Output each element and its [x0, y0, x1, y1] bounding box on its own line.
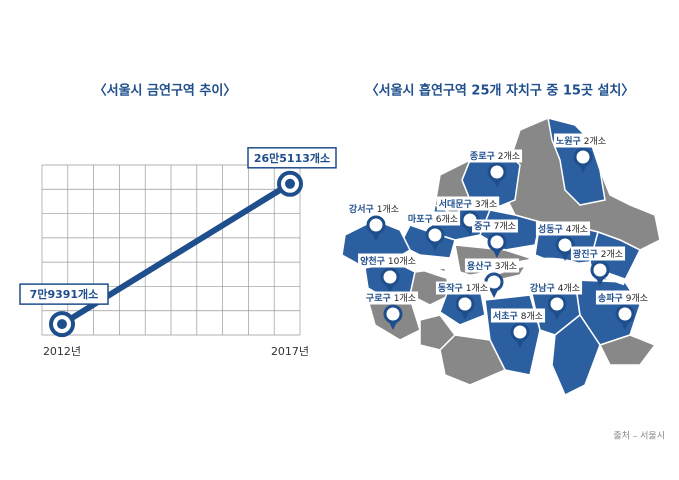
- district-label-bg: [570, 246, 626, 261]
- district-name: 송파구: [598, 292, 623, 304]
- pin-head: [380, 267, 400, 287]
- district-label-bg: [436, 196, 500, 211]
- district-count: 3개소: [495, 261, 517, 272]
- district-label-bg: [435, 281, 491, 295]
- chart-title: 〈서울시 금연구역 추이〉: [94, 83, 237, 99]
- district-label-bg: [346, 201, 402, 216]
- pin-head: [590, 260, 610, 280]
- district-name: 강남구: [530, 282, 555, 294]
- pin-head: [455, 294, 475, 314]
- district-count: 2개소: [498, 151, 520, 162]
- district-label-bg: [464, 258, 520, 273]
- district-label: 중구 7개소: [474, 221, 516, 232]
- pin-head: [487, 162, 507, 182]
- point-core: [57, 319, 67, 330]
- district-label-bg: [405, 211, 461, 226]
- pin-head: [366, 215, 386, 235]
- pin-head: [487, 232, 507, 252]
- district-count: 3개소: [475, 199, 497, 210]
- district-count: 8개소: [521, 311, 543, 322]
- district-label-bg: [553, 133, 609, 148]
- district-count: 1개소: [394, 293, 416, 304]
- point-core: [285, 178, 295, 189]
- pin-head: [555, 235, 575, 255]
- district-name: 종로구: [470, 151, 495, 162]
- district-label: 구로구 1개소: [366, 293, 416, 304]
- district-count: 2개소: [584, 136, 606, 147]
- map-title: 〈서울시 흡연구역 25개 자치구 중 15곳 설치〉: [366, 83, 635, 99]
- district-name: 동작구: [438, 283, 463, 294]
- district-count: 6개소: [436, 214, 458, 225]
- district-pin: 양천구 10개소: [358, 253, 418, 293]
- district-name: 서초구: [493, 310, 518, 322]
- pin-head: [573, 147, 593, 167]
- district-label: 용산구 3개소: [467, 260, 517, 272]
- district-pin: 구로구 1개소: [363, 291, 419, 330]
- district-label-bg: [472, 219, 518, 233]
- district-label-bg: [363, 291, 419, 305]
- district-label: 동작구 1개소: [438, 283, 488, 294]
- district-label-bg: [467, 149, 523, 163]
- district-label: 서대문구 3개소: [439, 198, 497, 210]
- district-name: 구로구: [366, 293, 391, 304]
- district-count: 9개소: [626, 293, 648, 304]
- district-label-bg: [535, 221, 591, 236]
- district-pin: 중구 7개소: [472, 219, 518, 258]
- x-tick-label: 2012년: [43, 345, 81, 358]
- district-count: 1개소: [377, 204, 399, 215]
- district-name: 광진구: [573, 248, 598, 260]
- district-pin: 종로구 2개소: [467, 149, 523, 188]
- district-name: 중구: [474, 221, 491, 232]
- district-count: 4개소: [558, 283, 580, 294]
- district-label-bg: [358, 253, 418, 268]
- pin-head: [425, 225, 445, 245]
- district-pin: 송파구 9개소: [595, 290, 651, 330]
- district-pin: 강서구 1개소: [346, 201, 402, 241]
- district-label: 서초구 8개소: [493, 310, 543, 322]
- district-count: 4개소: [566, 224, 588, 235]
- pin-head: [547, 294, 567, 314]
- district-label-bg: [595, 290, 651, 305]
- district-label: 종로구 2개소: [470, 151, 520, 162]
- district-count: 1개소: [466, 283, 488, 294]
- value-label: 26만5113개소: [254, 151, 330, 165]
- district-name: 마포구: [408, 213, 433, 225]
- district-count: 2개소: [601, 249, 623, 260]
- district-label: 노원구 2개소: [556, 135, 606, 147]
- district-pin: 마포구 6개소: [405, 211, 461, 251]
- pin-head: [510, 322, 530, 342]
- district-label: 마포구 6개소: [408, 213, 458, 225]
- x-tick-label: 2017년: [271, 345, 309, 358]
- district-name: 용산구: [467, 260, 492, 272]
- district-name: 양천구: [360, 255, 385, 267]
- district-pin: 강남구 4개소: [527, 280, 583, 320]
- district-pin: 성동구 4개소: [535, 221, 591, 261]
- source: 출처 – 서울시: [613, 430, 665, 442]
- district-label-bg: [527, 280, 583, 295]
- district-label: 송파구 9개소: [598, 292, 648, 304]
- value-label-box: [247, 147, 337, 169]
- district-count: 7개소: [494, 221, 516, 232]
- district-label: 성동구 4개소: [538, 223, 588, 235]
- district-label: 광진구 2개소: [573, 248, 623, 260]
- district-pin: 서초구 8개소: [490, 308, 546, 348]
- district-label-bg: [490, 308, 546, 323]
- district-pin: 동작구 1개소: [435, 281, 491, 320]
- district-name: 서대문구: [439, 198, 472, 210]
- district-label: 강남구 4개소: [530, 282, 580, 294]
- district-pin: 서대문구 3개소: [436, 196, 500, 236]
- pin-head: [615, 304, 635, 324]
- district-pin: 광진구 2개소: [570, 246, 626, 286]
- district-count: 10개소: [388, 256, 416, 267]
- value-label-box: [19, 283, 109, 305]
- pin-head: [383, 304, 403, 324]
- district-name: 성동구: [538, 223, 563, 235]
- district-name: 노원구: [556, 135, 581, 147]
- value-label: 7만9391개소: [30, 287, 99, 301]
- district-label: 강서구 1개소: [349, 203, 399, 215]
- district-label: 양천구 10개소: [360, 255, 416, 267]
- district-pin: 노원구 2개소: [553, 133, 609, 173]
- district-name: 강서구: [349, 203, 374, 215]
